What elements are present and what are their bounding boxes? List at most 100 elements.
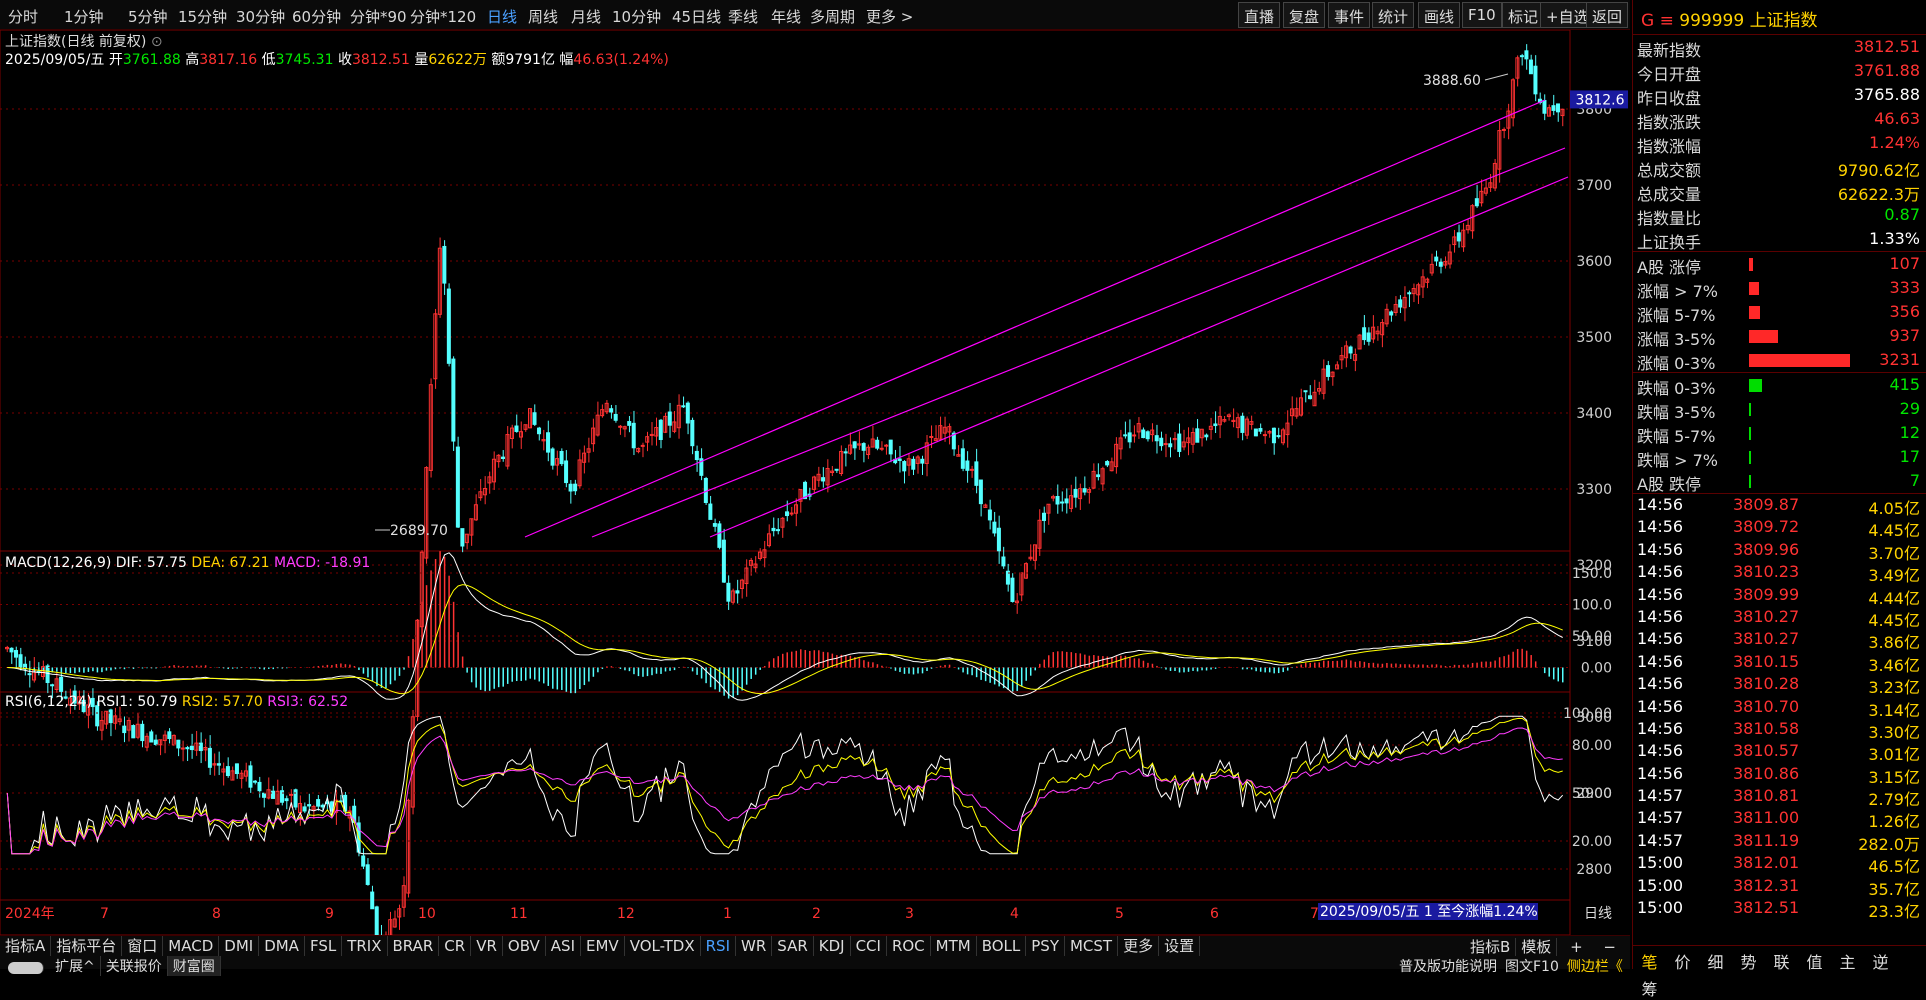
toolbar-button-6[interactable]: 标记 <box>1502 2 1545 28</box>
indicator-tab-25[interactable]: 更多 <box>1118 936 1160 956</box>
dif-line <box>7 552 1563 701</box>
tick-row[interactable]: 15:00 3812.01 46.5亿 <box>1633 852 1926 876</box>
panel-tab-8[interactable]: 筹 <box>1641 980 1658 999</box>
tick-row[interactable]: 14:56 3810.58 3.30亿 <box>1633 718 1926 742</box>
bottom-link-1[interactable]: 图文F10 <box>1505 959 1559 975</box>
stat-row: 指数量比 0.87 <box>1633 203 1926 228</box>
period-tab-6[interactable]: 分钟*90 <box>350 8 407 26</box>
tick-row[interactable]: 14:56 3810.27 3.86亿 <box>1633 628 1926 652</box>
indicator-tab-14[interactable]: VOL-TDX <box>625 936 701 956</box>
tick-row[interactable]: 14:56 3809.96 3.70亿 <box>1633 539 1926 563</box>
tick-row[interactable]: 14:56 3810.86 3.15亿 <box>1633 763 1926 787</box>
tick-row[interactable]: 14:56 3809.87 4.05亿 <box>1633 494 1926 518</box>
panel-tab-5[interactable]: 值 <box>1806 953 1823 972</box>
panel-tab-1[interactable]: 价 <box>1674 953 1691 972</box>
panel-tab-6[interactable]: 主 <box>1839 953 1856 972</box>
indicator-tab-17[interactable]: SAR <box>772 936 814 956</box>
indicator-b-tab-1[interactable]: 模板 <box>1516 938 1558 956</box>
toolbar-button-2[interactable]: 事件 <box>1328 2 1371 28</box>
indicator-tab-24[interactable]: MCST <box>1065 936 1119 956</box>
indicator-tab-0[interactable]: 指标A <box>0 936 52 956</box>
zoom-minus-button[interactable]: − <box>1603 938 1616 956</box>
indicator-tab-10[interactable]: VR <box>471 936 503 956</box>
period-tab-8[interactable]: 日线 <box>487 8 518 26</box>
indicator-tab-21[interactable]: MTM <box>931 936 977 956</box>
period-tab-7[interactable]: 分钟*120 <box>410 8 477 26</box>
period-tab-1[interactable]: 1分钟 <box>64 8 104 26</box>
indicator-tab-15[interactable]: RSI <box>701 936 736 956</box>
tick-row[interactable]: 14:57 3811.00 1.26亿 <box>1633 807 1926 831</box>
indicator-tab-2[interactable]: 窗口 <box>122 936 164 956</box>
panel-tab-3[interactable]: 势 <box>1740 953 1757 972</box>
period-tab-14[interactable]: 年线 <box>771 8 802 26</box>
zoom-plus-button[interactable]: + <box>1565 938 1588 956</box>
period-tab-10[interactable]: 月线 <box>571 8 602 26</box>
period-tab-13[interactable]: 季线 <box>728 8 759 26</box>
tick-row[interactable]: 14:56 3810.70 3.14亿 <box>1633 696 1926 720</box>
panel-tab-2[interactable]: 细 <box>1707 953 1724 972</box>
tick-row[interactable]: 15:00 3812.31 35.7亿 <box>1633 875 1926 899</box>
tick-list[interactable]: 14:56 3809.87 4.05亿 14:56 3809.72 4.45亿 14:56 3… <box>1633 494 1926 921</box>
toggle-switch[interactable] <box>8 961 44 974</box>
tick-row[interactable]: 14:56 3809.99 4.44亿 <box>1633 584 1926 608</box>
indicator-tab-12[interactable]: ASI <box>546 936 582 956</box>
period-tab-15[interactable]: 多周期 <box>810 8 856 26</box>
panel-tab-4[interactable]: 联 <box>1773 953 1790 972</box>
candle-body <box>1118 437 1123 450</box>
tick-row[interactable]: 14:57 3810.81 2.79亿 <box>1633 785 1926 809</box>
indicator-tab-11[interactable]: OBV <box>503 936 546 956</box>
indicator-tab-8[interactable]: BRAR <box>388 936 440 956</box>
bottom-link-0[interactable]: 普及版功能说明 <box>1399 959 1497 975</box>
period-tab-4[interactable]: 30分钟 <box>236 8 286 26</box>
panel-tab-7[interactable]: 逆 <box>1872 953 1889 972</box>
toolbar-button-0[interactable]: 直播 <box>1238 2 1281 28</box>
tick-row[interactable]: 14:56 3810.57 3.01亿 <box>1633 740 1926 764</box>
period-tab-0[interactable]: 分时 <box>8 8 39 26</box>
period-tab-5[interactable]: 60分钟 <box>292 8 342 26</box>
panel-tab-0[interactable]: 笔 <box>1641 953 1658 972</box>
toolbar-button-3[interactable]: 统计 <box>1372 2 1415 28</box>
ext-tab-1[interactable]: 关联报价 <box>101 956 168 976</box>
indicator-tab-23[interactable]: PSY <box>1026 936 1065 956</box>
bottom-link-2[interactable]: 侧边栏《 <box>1566 959 1623 975</box>
candle-body <box>203 747 208 751</box>
indicator-tab-4[interactable]: DMI <box>219 936 260 956</box>
ext-tab-0[interactable]: 扩展^ <box>50 956 101 976</box>
tick-row[interactable]: 14:56 3810.23 3.49亿 <box>1633 561 1926 585</box>
period-tab-16[interactable]: 更多 > <box>866 8 914 26</box>
indicator-tab-19[interactable]: CCI <box>851 936 887 956</box>
candle-body <box>942 426 947 434</box>
toolbar-button-5[interactable]: F10 <box>1462 2 1502 28</box>
tick-row[interactable]: 14:57 3811.19 282.0万 <box>1633 830 1926 854</box>
indicator-tab-5[interactable]: DMA <box>259 936 305 956</box>
indicator-tab-1[interactable]: 指标平台 <box>51 936 123 956</box>
toolbar-button-4[interactable]: 画线 <box>1418 2 1461 28</box>
kline-chart-area[interactable]: 3800 3700 3600 3500 3400 3300 3200 3100 3000 2900… <box>0 29 1630 959</box>
period-tab-9[interactable]: 周线 <box>528 8 559 26</box>
indicator-tab-9[interactable]: CR <box>439 936 472 956</box>
period-tab-2[interactable]: 5分钟 <box>128 8 168 26</box>
tick-row[interactable]: 15:00 3812.51 23.3亿 <box>1633 897 1926 921</box>
indicator-tab-26[interactable]: 设置 <box>1159 936 1201 956</box>
indicator-tab-22[interactable]: BOLL <box>977 936 1027 956</box>
tick-row[interactable]: 14:56 3810.28 3.23亿 <box>1633 673 1926 697</box>
indicator-tab-13[interactable]: EMV <box>581 936 625 956</box>
ext-tab-2[interactable]: 财富圈 <box>167 956 221 976</box>
tick-row[interactable]: 14:56 3809.72 4.45亿 <box>1633 516 1926 540</box>
period-tab-12[interactable]: 45日线 <box>672 8 722 26</box>
indicator-b-tab-0[interactable]: 指标B <box>1465 938 1517 956</box>
tick-row[interactable]: 14:56 3810.27 4.45亿 <box>1633 606 1926 630</box>
tick-row[interactable]: 14:56 3810.15 3.46亿 <box>1633 651 1926 675</box>
indicator-tab-18[interactable]: KDJ <box>814 936 851 956</box>
toolbar-button-8[interactable]: 返回 <box>1586 2 1629 28</box>
toolbar-button-7[interactable]: +自选 <box>1540 2 1595 28</box>
indicator-tab-20[interactable]: ROC <box>887 936 931 956</box>
indicator-tab-7[interactable]: TRIX <box>342 936 388 956</box>
period-tab-11[interactable]: 10分钟 <box>612 8 662 26</box>
candle-body <box>640 444 645 447</box>
period-tab-3[interactable]: 15分钟 <box>178 8 228 26</box>
indicator-tab-3[interactable]: MACD <box>163 936 220 956</box>
toolbar-button-1[interactable]: 复盘 <box>1283 2 1326 28</box>
indicator-tab-6[interactable]: FSL <box>305 936 343 956</box>
indicator-tab-16[interactable]: WR <box>736 936 773 956</box>
